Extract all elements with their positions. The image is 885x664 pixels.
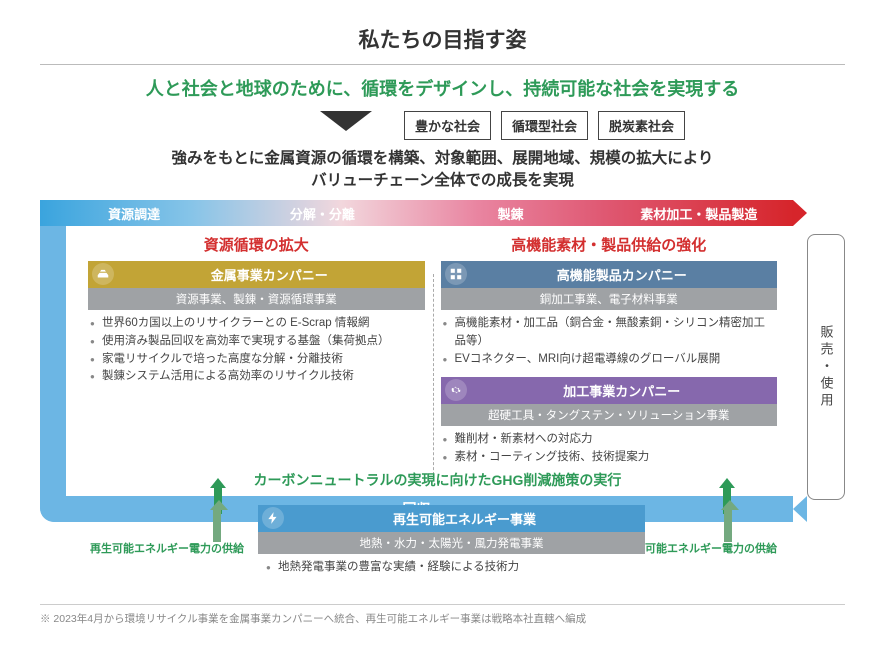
company-sub: 銅加工事業、電子材料事業: [441, 288, 778, 310]
high-func-company: 高機能製品カンパニー 銅加工事業、電子材料事業 高機能素材・加工品（銅合金・無酸…: [441, 261, 778, 373]
company-bullets: 難削材・新素材への対応力 素材・コーティング技術、技術提案力: [441, 426, 778, 472]
company-sub: 地熱・水力・太陽光・風力発電事業: [258, 532, 645, 554]
badge: 循環型社会: [501, 111, 588, 140]
green-up-arrow-icon: [210, 500, 224, 542]
left-column: 資源循環の拡大 金属事業カンパニー 資源事業、製錬・資源循環事業 世界60カ国以…: [80, 234, 433, 490]
right-column: 高機能素材・製品供給の強化 高機能製品カンパニー 銅加工事業、電子材料事業 高機…: [433, 234, 786, 490]
company-header: 加工事業カンパニー: [441, 377, 778, 404]
bullet: 使用済み製品回収を高効率で実現する基盤（集荷拠点）: [102, 333, 421, 351]
return-pipe-left: [40, 226, 66, 522]
left-col-title: 資源循環の拡大: [88, 234, 425, 255]
divider: [40, 64, 845, 65]
company-header: 再生可能エネルギー事業: [258, 505, 645, 532]
company-header: 高機能製品カンパニー: [441, 261, 778, 288]
return-arrow-icon: [793, 496, 807, 522]
value-chain-topbar: 資源調達 分解・分離 製錬 素材加工・製品製造: [40, 200, 793, 226]
company-header: 金属事業カンパニー: [88, 261, 425, 288]
bullet: 高機能素材・加工品（銅合金・無酸素銅・シリコン精密加工品等）: [455, 315, 774, 351]
value-chain-diagram: 資源調達 分解・分離 製錬 素材加工・製品製造 販売・使用 回収 資源循環の拡大…: [40, 200, 845, 560]
bullet: 家電リサイクルで培った高度な分解・分離技術: [102, 351, 421, 369]
gear-icon: [445, 379, 467, 401]
bullet: 素材・コーティング技術、技術提案力: [455, 449, 774, 467]
vc-stage: 素材加工・製品製造: [605, 204, 793, 223]
vc-stage: 製錬: [417, 204, 605, 223]
sales-use-column: 販売・使用: [807, 234, 845, 500]
company-bullets: 世界60カ国以上のリサイクラーとの E-Scrap 情報網 使用済み製品回収を高…: [88, 310, 425, 391]
vc-stage: 資源調達: [40, 204, 228, 223]
bolt-icon: [262, 507, 284, 529]
company-name: 金属事業カンパニー: [211, 268, 328, 283]
company-sub: 超硬工具・タングステン・ソリューション事業: [441, 404, 778, 426]
bullet: 製錬システム活用による高効率のリサイクル技術: [102, 368, 421, 386]
bullet: 世界60カ国以上のリサイクラーとの E-Scrap 情報網: [102, 315, 421, 333]
renewable-supply-note: 再生可能エネルギー電力の供給: [90, 540, 244, 556]
down-triangle-icon: [320, 111, 372, 131]
company-name: 加工事業カンパニー: [563, 384, 680, 399]
badge: 豊かな社会: [404, 111, 491, 140]
processing-company: 加工事業カンパニー 超硬工具・タングステン・ソリューション事業 難削材・新素材へ…: [441, 377, 778, 472]
right-col-title: 高機能素材・製品供給の強化: [441, 234, 778, 255]
company-bullets: 高機能素材・加工品（銅合金・無酸素銅・シリコン精密加工品等） EVコネクター、M…: [441, 310, 778, 373]
vc-stage: 分解・分離: [228, 204, 416, 223]
company-bullets: 地熱発電事業の豊富な実績・経験による技術力: [258, 554, 645, 582]
bullet: EVコネクター、MRI向け超電導線のグローバル展開: [455, 351, 774, 369]
green-up-arrow-icon: [721, 500, 735, 542]
metals-company: 金属事業カンパニー 資源事業、製錬・資源循環事業 世界60カ国以上のリサイクラー…: [88, 261, 425, 391]
ingot-icon: [92, 263, 114, 285]
mission-statement: 人と社会と地球のために、循環をデザインし、持続可能な社会を実現する: [40, 75, 845, 101]
company-name: 高機能製品カンパニー: [557, 268, 687, 283]
bullet: 地熱発電事業の豊富な実績・経験による技術力: [278, 559, 641, 577]
footnote: ※ 2023年4月から環境リサイクル事業を金属事業カンパニーへ統合、再生可能エネ…: [40, 604, 845, 626]
grid-icon: [445, 263, 467, 285]
company-name: 再生可能エネルギー事業: [393, 512, 536, 527]
arrow-row: 豊かな社会 循環型社会 脱炭素社会: [40, 111, 845, 140]
society-badges: 豊かな社会 循環型社会 脱炭素社会: [404, 111, 685, 140]
ghg-statement: カーボンニュートラルの実現に向けたGHG削減施策の実行: [100, 470, 775, 490]
columns: 資源循環の拡大 金属事業カンパニー 資源事業、製錬・資源循環事業 世界60カ国以…: [80, 234, 785, 490]
page-title: 私たちの目指す姿: [40, 24, 845, 54]
badge: 脱炭素社会: [598, 111, 685, 140]
renewable-supply-note: 再生可能エネルギー電力の供給: [623, 540, 777, 556]
company-sub: 資源事業、製錬・資源循環事業: [88, 288, 425, 310]
renewable-energy-company: 再生可能エネルギー事業 地熱・水力・太陽光・風力発電事業 地熱発電事業の豊富な実…: [258, 505, 645, 582]
subtitle-line2: バリューチェーン全体での成長を実現: [40, 168, 845, 190]
subtitle-line1: 強みをもとに金属資源の循環を構築、対象範囲、展開地域、規模の拡大により: [40, 146, 845, 168]
bullet: 難削材・新素材への対応力: [455, 431, 774, 449]
